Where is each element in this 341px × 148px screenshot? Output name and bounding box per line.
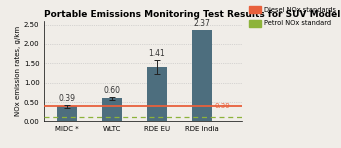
Text: 1.41: 1.41 [148,49,165,58]
Legend: Diesel NOx standards, Petrol NOx standard: Diesel NOx standards, Petrol NOx standar… [249,6,336,27]
Bar [57,106,77,121]
Text: 2.37: 2.37 [193,19,210,28]
Text: Portable Emissions Monitoring Test Results for SUV Model - XUV500 Diesel: Portable Emissions Monitoring Test Resul… [44,10,341,18]
Text: 0.60: 0.60 [103,86,120,95]
Bar [192,30,212,121]
Bar [102,98,122,121]
Y-axis label: NOx emission rates, g/km: NOx emission rates, g/km [15,26,21,116]
Bar [147,67,167,121]
Text: 0.39: 0.39 [214,103,230,109]
Text: 0.39: 0.39 [58,94,75,103]
